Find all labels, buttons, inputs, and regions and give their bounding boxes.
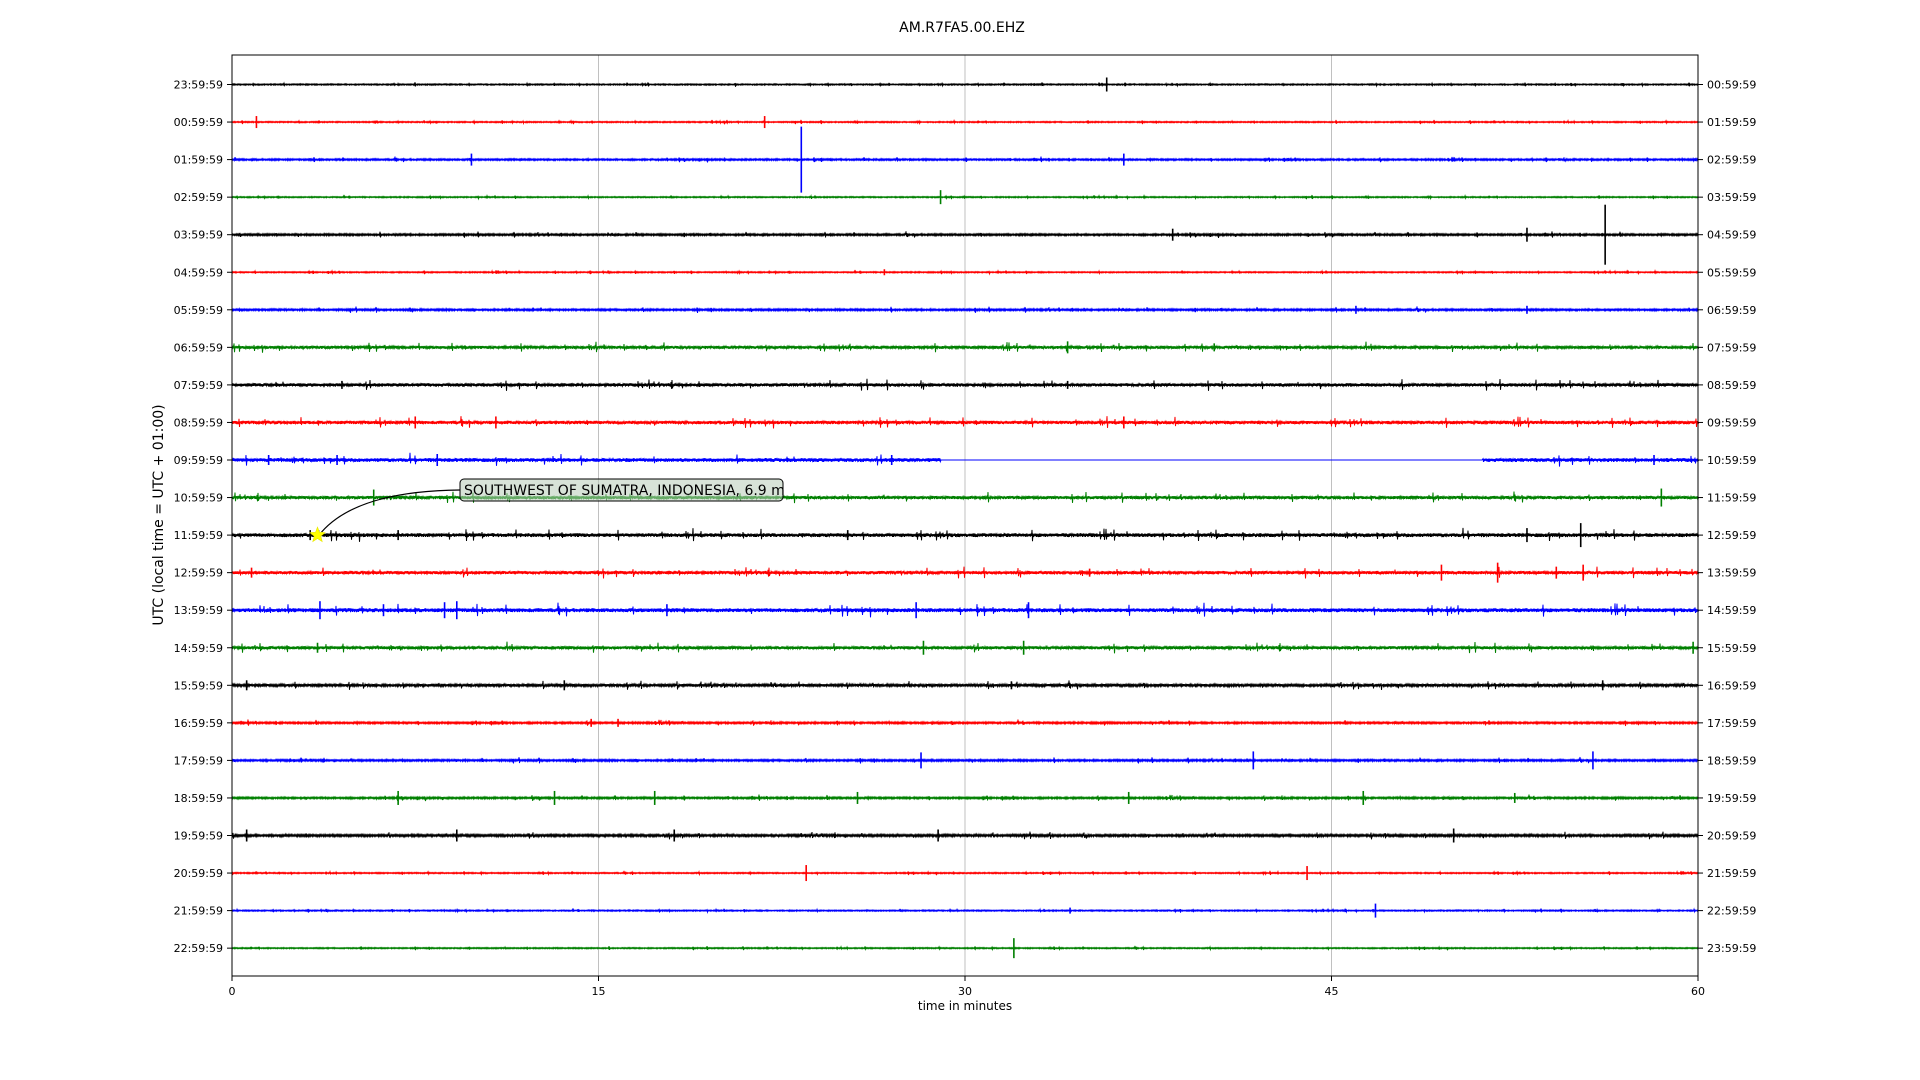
x-tick-label: 30 <box>958 985 972 998</box>
left-time-label: 12:59:59 <box>174 567 223 580</box>
right-time-label: 23:59:59 <box>1707 942 1756 955</box>
right-time-label: 04:59:59 <box>1707 229 1756 242</box>
left-time-label: 00:59:59 <box>174 116 223 129</box>
left-time-label: 22:59:59 <box>174 942 223 955</box>
right-time-label: 09:59:59 <box>1707 416 1756 429</box>
right-time-label: 17:59:59 <box>1707 717 1756 730</box>
left-time-label: 16:59:59 <box>174 717 223 730</box>
trace-line <box>231 118 1699 126</box>
left-time-label: 10:59:59 <box>174 492 223 505</box>
left-time-label: 21:59:59 <box>174 905 223 918</box>
trace-line <box>231 719 1699 727</box>
x-tick-label: 15 <box>592 985 606 998</box>
right-time-label: 11:59:59 <box>1707 492 1756 505</box>
left-time-label: 08:59:59 <box>174 416 223 429</box>
left-time-label: 18:59:59 <box>174 792 223 805</box>
trace-line <box>231 945 1699 952</box>
trace-line <box>231 794 1699 802</box>
right-time-label: 21:59:59 <box>1707 867 1756 880</box>
trace-line <box>231 341 1699 353</box>
y-axis-label: UTC (local time = UTC + 01:00) <box>151 404 167 625</box>
trace-line <box>231 452 1699 467</box>
trace-line <box>231 269 1699 276</box>
seismic-traces <box>231 77 1699 959</box>
left-time-label: 19:59:59 <box>174 830 223 843</box>
trace-line <box>231 602 1699 618</box>
right-time-label: 14:59:59 <box>1707 604 1756 617</box>
right-time-label: 01:59:59 <box>1707 116 1756 129</box>
x-axis-ticks: 0 15 30 45 60 <box>229 976 1705 998</box>
right-time-label: 02:59:59 <box>1707 154 1756 167</box>
left-time-label: 17:59:59 <box>174 754 223 767</box>
annotation-label: SOUTHWEST OF SUMATRA, INDONESIA, 6.9 m <box>464 483 785 499</box>
annotation-box <box>459 478 784 502</box>
left-time-labels: 23:59:59 00:59:59 01:59:59 02:59:59 03:59:59… <box>174 79 232 955</box>
trace-line <box>231 378 1699 391</box>
trace-line <box>231 81 1699 88</box>
right-time-label: 19:59:59 <box>1707 792 1756 805</box>
left-time-label: 09:59:59 <box>174 454 223 467</box>
x-tick-label: 0 <box>229 985 236 998</box>
right-time-label: 08:59:59 <box>1707 379 1756 392</box>
right-time-label: 07:59:59 <box>1707 341 1756 354</box>
trace-line <box>231 869 1699 877</box>
left-time-label: 20:59:59 <box>174 867 223 880</box>
trace-line <box>231 416 1699 429</box>
x-axis-label: time in minutes <box>918 999 1012 1013</box>
left-time-label: 13:59:59 <box>174 604 223 617</box>
chart-title: AM.R7FA5.00.EHZ <box>899 20 1025 36</box>
trace-line <box>231 193 1699 201</box>
event-annotation: SOUTHWEST OF SUMATRA, INDONESIA, 6.9 m <box>309 478 785 543</box>
trace-line <box>231 527 1699 542</box>
trace-line <box>231 156 1699 163</box>
left-time-label: 02:59:59 <box>174 191 223 204</box>
left-time-label: 01:59:59 <box>174 154 223 167</box>
right-time-labels: 00:59:59 01:59:59 02:59:59 03:59:59 04:59:59… <box>1698 79 1756 955</box>
trace-line <box>231 641 1699 654</box>
right-time-label: 12:59:59 <box>1707 529 1756 542</box>
trace-line <box>231 306 1699 313</box>
trace-line <box>231 566 1699 579</box>
trace-line <box>231 680 1699 690</box>
right-time-label: 05:59:59 <box>1707 266 1756 279</box>
left-time-label: 14:59:59 <box>174 642 223 655</box>
right-time-label: 18:59:59 <box>1707 754 1756 767</box>
right-time-label: 03:59:59 <box>1707 191 1756 204</box>
right-time-label: 06:59:59 <box>1707 304 1756 317</box>
left-time-label: 04:59:59 <box>174 266 223 279</box>
trace-line <box>231 231 1699 238</box>
right-time-label: 20:59:59 <box>1707 830 1756 843</box>
x-tick-label: 60 <box>1691 985 1705 998</box>
right-time-label: 15:59:59 <box>1707 642 1756 655</box>
left-time-label: 07:59:59 <box>174 379 223 392</box>
right-time-label: 22:59:59 <box>1707 905 1756 918</box>
trace-line <box>231 756 1699 764</box>
left-time-label: 06:59:59 <box>174 341 223 354</box>
left-time-label: 15:59:59 <box>174 679 223 692</box>
right-time-label: 00:59:59 <box>1707 79 1756 92</box>
left-time-label: 23:59:59 <box>174 79 223 92</box>
event-star-marker <box>309 526 326 543</box>
annotation-arrow <box>321 489 461 533</box>
right-time-label: 16:59:59 <box>1707 679 1756 692</box>
right-time-label: 10:59:59 <box>1707 454 1756 467</box>
left-time-label: 03:59:59 <box>174 229 223 242</box>
right-time-label: 13:59:59 <box>1707 567 1756 580</box>
x-tick-label: 45 <box>1325 985 1339 998</box>
left-time-label: 11:59:59 <box>174 529 223 542</box>
vertical-gridlines <box>598 55 1332 976</box>
left-time-label: 05:59:59 <box>174 304 223 317</box>
trace-line <box>231 907 1699 914</box>
